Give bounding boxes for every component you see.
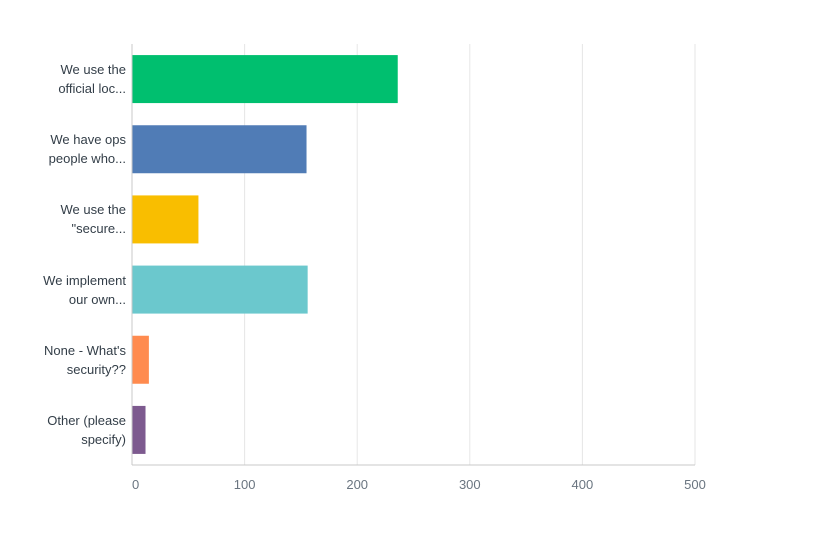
category-label-line: We use the: [60, 62, 126, 78]
category-label: We use the official loc...: [6, 60, 126, 98]
x-tick-label: 200: [346, 477, 368, 492]
x-tick-label: 0: [132, 477, 139, 492]
bar: [132, 125, 307, 174]
category-label-line: We use the: [60, 202, 126, 218]
category-label-line: Other (please: [47, 412, 126, 428]
bar: [132, 405, 146, 454]
category-label: None - What's security??: [6, 341, 126, 379]
category-label-line: security??: [66, 361, 126, 377]
category-label: We use the "secure...: [6, 200, 126, 238]
category-label-line: official loc...: [58, 81, 126, 97]
bar: [132, 335, 149, 384]
category-label-line: our own...: [68, 291, 126, 307]
x-tick-label: 400: [572, 477, 594, 492]
axes: [131, 44, 695, 466]
category-label-line: people who...: [48, 151, 126, 167]
category-label-line: specify): [81, 431, 126, 447]
grid-lines: [244, 44, 696, 465]
x-tick-labels: 0 100 200 300 400 500: [132, 477, 706, 492]
category-label-line: We implement: [43, 272, 126, 288]
bar: [132, 55, 398, 104]
x-tick-label: 300: [459, 477, 481, 492]
category-label-line: We have ops: [50, 132, 126, 148]
category-label: We have ops people who...: [6, 130, 126, 168]
category-label-line: "secure...: [71, 221, 126, 237]
bar: [132, 265, 308, 314]
category-label-line: None - What's: [44, 342, 126, 358]
bar: [132, 195, 199, 244]
x-tick-label: 500: [684, 477, 706, 492]
bars: [132, 55, 398, 454]
x-tick-label: 100: [234, 477, 256, 492]
category-label: Other (please specify): [6, 411, 126, 449]
category-label: We implement our own...: [6, 271, 126, 309]
